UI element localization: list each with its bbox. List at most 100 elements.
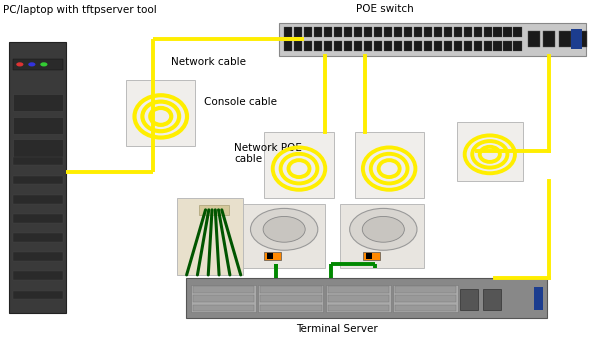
- Bar: [504, 27, 511, 37]
- Bar: [454, 41, 462, 51]
- Bar: [393, 285, 458, 312]
- Bar: [324, 41, 332, 51]
- Bar: [474, 27, 482, 37]
- Bar: [193, 304, 254, 311]
- Bar: [314, 27, 322, 37]
- Bar: [395, 295, 456, 302]
- Bar: [260, 286, 322, 293]
- Bar: [260, 304, 322, 311]
- Bar: [314, 41, 322, 51]
- Bar: [240, 204, 325, 268]
- Bar: [493, 41, 502, 51]
- Bar: [264, 132, 334, 198]
- Text: Network POE
cable: Network POE cable: [234, 143, 302, 164]
- Ellipse shape: [251, 208, 318, 250]
- Bar: [193, 295, 254, 302]
- Circle shape: [16, 62, 23, 66]
- Circle shape: [28, 62, 35, 66]
- Bar: [571, 29, 582, 49]
- Bar: [513, 27, 522, 37]
- Bar: [404, 41, 412, 51]
- Bar: [304, 27, 313, 37]
- Bar: [13, 233, 63, 242]
- Bar: [364, 41, 372, 51]
- Bar: [284, 41, 293, 51]
- Bar: [258, 285, 323, 312]
- Bar: [267, 253, 273, 259]
- Bar: [363, 252, 380, 260]
- Ellipse shape: [263, 216, 305, 242]
- Bar: [324, 27, 332, 37]
- Bar: [394, 41, 402, 51]
- Bar: [384, 27, 392, 37]
- Bar: [334, 41, 342, 51]
- Bar: [484, 41, 492, 51]
- Bar: [463, 27, 472, 37]
- Text: Network cable: Network cable: [171, 57, 246, 68]
- Bar: [444, 41, 452, 51]
- Bar: [394, 27, 402, 37]
- Bar: [328, 304, 389, 311]
- Bar: [504, 41, 511, 51]
- Bar: [528, 31, 540, 47]
- Bar: [457, 122, 523, 181]
- Bar: [444, 27, 452, 37]
- Bar: [340, 204, 424, 268]
- Bar: [413, 27, 422, 37]
- Text: Console cable: Console cable: [204, 97, 277, 108]
- Bar: [395, 304, 456, 311]
- Bar: [434, 41, 442, 51]
- Bar: [434, 27, 442, 37]
- Bar: [354, 27, 362, 37]
- Bar: [413, 41, 422, 51]
- Bar: [13, 271, 63, 280]
- Bar: [404, 27, 412, 37]
- Bar: [395, 286, 456, 293]
- Bar: [191, 285, 256, 312]
- Bar: [328, 286, 389, 293]
- Bar: [260, 295, 322, 302]
- Bar: [13, 176, 63, 184]
- Bar: [354, 41, 362, 51]
- Bar: [334, 27, 342, 37]
- Bar: [513, 41, 522, 51]
- Bar: [559, 31, 571, 47]
- Bar: [9, 42, 66, 313]
- Bar: [13, 139, 63, 157]
- Ellipse shape: [350, 208, 417, 250]
- Bar: [198, 205, 228, 215]
- Bar: [193, 286, 254, 293]
- Bar: [13, 291, 63, 299]
- Bar: [384, 41, 392, 51]
- Text: Terminal Server: Terminal Server: [296, 324, 377, 334]
- Bar: [13, 59, 63, 70]
- Bar: [328, 295, 389, 302]
- Bar: [460, 289, 478, 310]
- Bar: [454, 27, 462, 37]
- Bar: [13, 157, 63, 165]
- Text: POE switch: POE switch: [356, 4, 413, 14]
- Ellipse shape: [362, 216, 404, 242]
- Bar: [13, 117, 63, 134]
- Circle shape: [40, 62, 47, 66]
- Bar: [264, 252, 281, 260]
- Bar: [344, 41, 352, 51]
- Bar: [13, 94, 63, 111]
- Bar: [284, 27, 293, 37]
- Bar: [294, 27, 302, 37]
- Bar: [344, 27, 352, 37]
- Bar: [304, 41, 313, 51]
- Bar: [13, 195, 63, 204]
- Bar: [177, 198, 243, 275]
- Bar: [474, 41, 482, 51]
- Bar: [484, 27, 492, 37]
- Bar: [13, 214, 63, 223]
- Bar: [279, 23, 586, 56]
- Bar: [483, 289, 501, 310]
- Bar: [463, 41, 472, 51]
- Bar: [13, 252, 63, 261]
- Bar: [294, 41, 302, 51]
- Bar: [326, 285, 391, 312]
- Bar: [126, 80, 195, 146]
- Text: PC/laptop with tftpserver tool: PC/laptop with tftpserver tool: [3, 5, 157, 15]
